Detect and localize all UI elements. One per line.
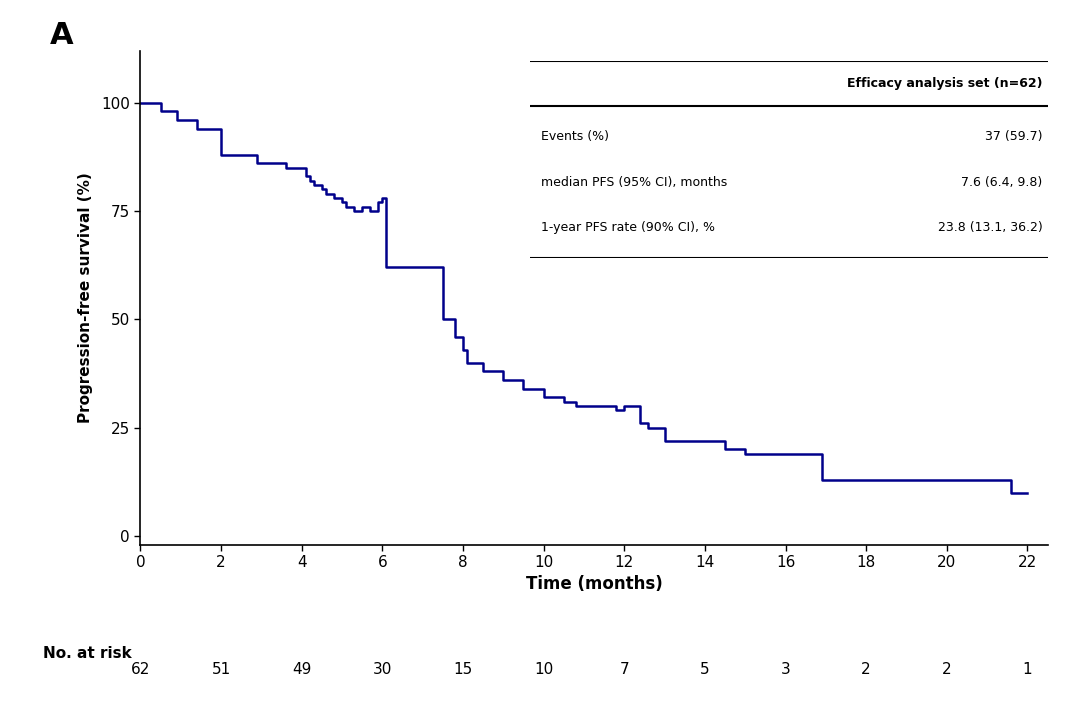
Text: 15: 15 [454, 662, 473, 677]
Text: 49: 49 [292, 662, 311, 677]
Text: 2: 2 [862, 662, 870, 677]
Text: 62: 62 [131, 662, 150, 677]
Text: No. at risk: No. at risk [43, 646, 132, 661]
X-axis label: Time (months): Time (months) [526, 576, 662, 593]
Y-axis label: Progression-free survival (%): Progression-free survival (%) [78, 172, 93, 423]
Text: 3: 3 [781, 662, 791, 677]
Text: 5: 5 [700, 662, 710, 677]
Text: 2: 2 [942, 662, 951, 677]
Text: 7: 7 [620, 662, 629, 677]
Text: 51: 51 [212, 662, 231, 677]
Text: A: A [50, 21, 73, 50]
Text: 10: 10 [534, 662, 553, 677]
Text: 1: 1 [1023, 662, 1032, 677]
Text: 30: 30 [373, 662, 392, 677]
